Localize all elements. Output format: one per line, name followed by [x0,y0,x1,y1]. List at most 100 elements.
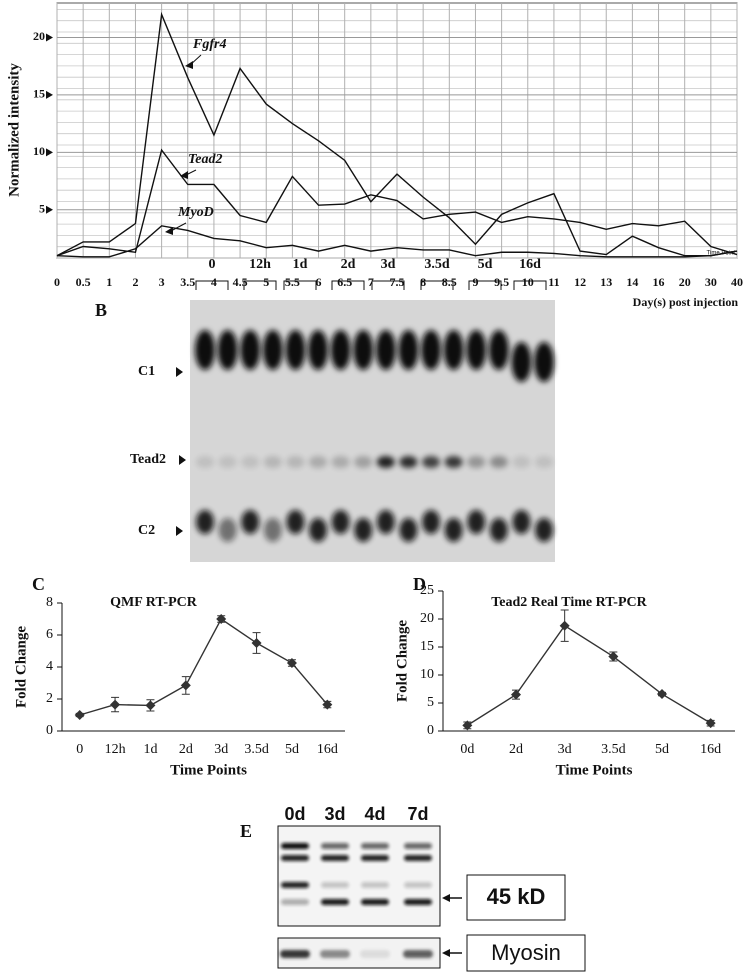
y-tick-label: 8 [46,595,53,610]
blot-band [404,855,432,861]
x-tick-label: 7.5 [390,275,405,289]
x-tick-label: 0.5 [76,275,91,289]
panel-label: C [32,574,45,594]
y-tick-label: 4 [46,659,53,674]
x-tick-label: 30 [705,275,717,289]
band-label: Tead2 [130,452,166,467]
label-box [466,874,566,921]
arrow [176,526,183,536]
y-tick-label: 6 [46,627,53,642]
x-tick-label: 10 [522,275,534,289]
series-line [466,624,712,726]
x-tick-label: 0 [54,275,60,289]
x-tick-label: 0d [460,742,474,757]
loading-label: Myosin [491,940,561,965]
blot-band [361,855,389,861]
x-tick-label: 8.5 [442,275,457,289]
label-arrow-head [185,61,193,69]
y-tick-label: 20 [420,611,434,626]
gel-band [376,456,395,468]
gel-band [375,330,396,370]
y-tick-arrow [46,90,53,99]
gel-band [354,456,373,468]
x-tick-label: 6 [316,275,322,289]
series-label: MyoD [177,205,214,220]
lane-bracket [371,280,405,290]
arrow [442,894,450,902]
gel-band [241,456,260,468]
x-tick-label: 12 [574,275,586,289]
gel-band [489,518,508,542]
gel-band [511,342,532,382]
blot-bands [280,843,433,958]
gel-band [398,330,419,370]
gel-band [331,456,350,468]
y-axis-label: Fold Change [394,620,410,702]
x-tick-label: 9.5 [494,275,509,289]
lane-bracket [283,280,317,290]
label-box [466,934,586,972]
x-tick-label: 9 [472,275,478,289]
arrow [176,367,183,377]
x-tick-label: 12h [105,742,126,757]
gel-band [443,330,464,370]
lane-bracket [420,280,454,290]
label-arrow-head [180,171,188,179]
gel-band [353,330,374,370]
lane-label: 0d [284,804,305,824]
gel-band [466,330,487,370]
y-tick-label: 15 [33,87,45,101]
x-tick-label: 1d [143,742,157,757]
gel-band [196,456,214,468]
y-tick-label: 2 [46,691,53,706]
y-tick-label: 10 [33,144,45,158]
x-axis-label: Time Points [556,762,633,778]
x-tick-label: 1 [106,275,112,289]
gel-band [512,456,531,468]
chart-title: QMF RT-PCR [110,595,198,610]
data-point [145,700,156,711]
lane-label: 7d [407,804,428,824]
arrow [442,949,450,957]
x-tick-label: 4 [211,275,217,289]
data-point [657,689,667,700]
lane-label: 0 [209,257,216,272]
gel-band [354,518,373,542]
band-label: C2 [138,523,155,538]
y-axis-label: Fold Change [13,626,29,708]
gel-band [422,510,440,534]
gel-band [534,342,554,382]
x-tick-label: 7 [368,275,374,289]
gel-band [399,518,418,542]
x-tick-label: 6.5 [337,275,352,289]
data-point [462,720,473,731]
gel-band [488,330,509,370]
gel-band [218,456,237,468]
x-tick-label: 4.5 [233,275,248,289]
x-tick-label: 3d [214,742,228,757]
y-tick-label: 0 [46,723,53,738]
y-tick-label: 20 [33,29,45,43]
blot-band [281,882,309,888]
gel-band [286,510,305,534]
lane-bracket [243,280,277,290]
data-point [251,638,262,648]
blot-band [320,950,350,958]
gel-band [286,456,305,468]
gel-band [421,330,441,370]
lane-label: 16d [519,257,541,272]
data-point [74,710,85,720]
x-tick-label: 13 [600,275,612,289]
series-line [56,148,738,257]
x-tick-label: 16d [317,742,338,757]
lane-label: 3d [381,257,396,272]
x-axis-label: Time Points [170,762,247,778]
chart-title: Tead2 Real Time RT-PCR [491,595,647,610]
gel-band [512,510,531,534]
gel-band [535,518,553,542]
lane-label: 3.5d [424,257,450,272]
lane-bracket [195,280,229,290]
arrow [179,455,186,465]
band-label: 45 kD [487,884,546,909]
